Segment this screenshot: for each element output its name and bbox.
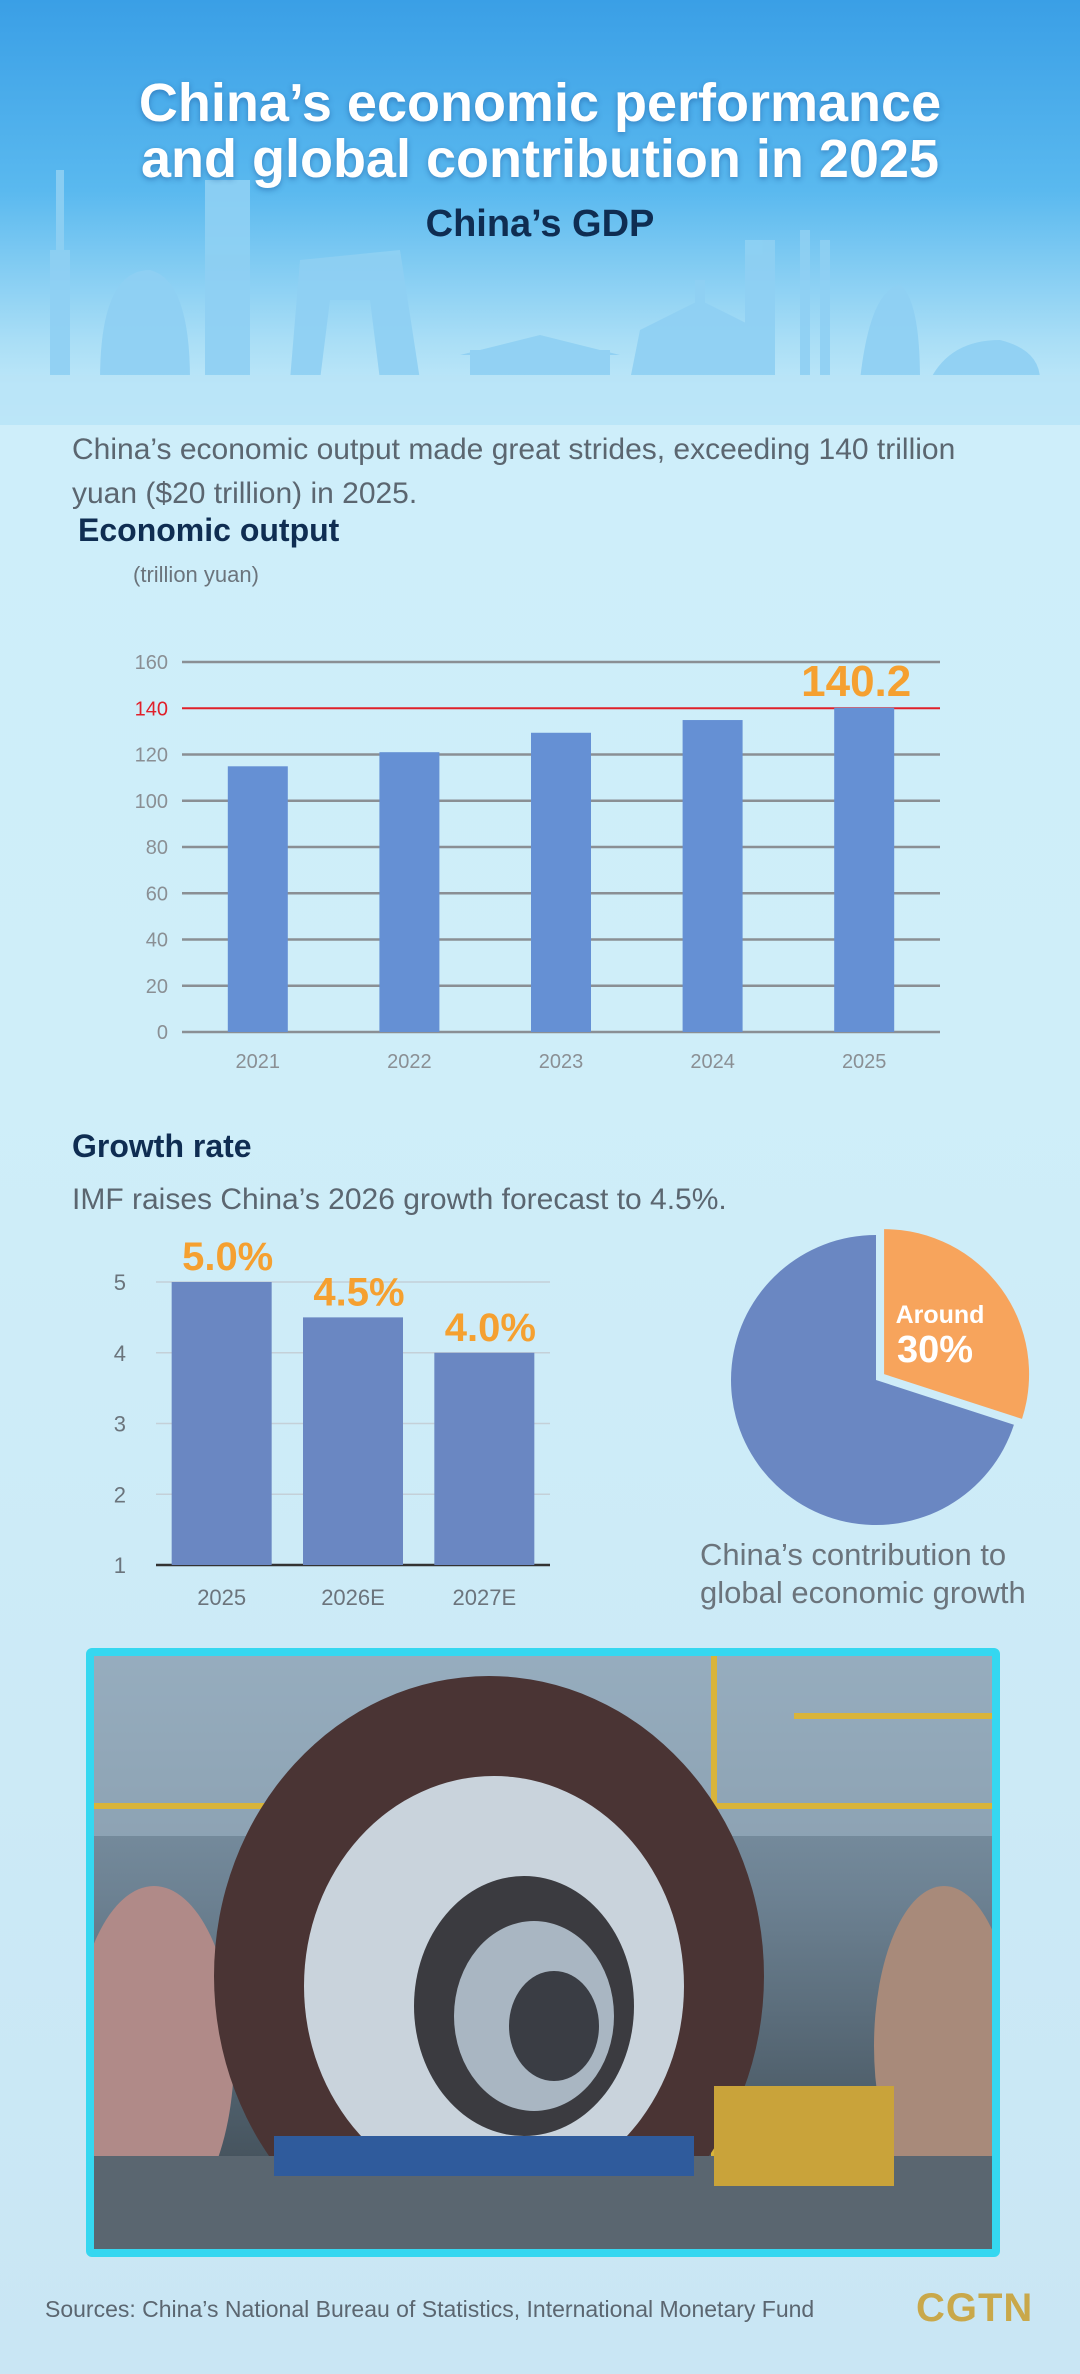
y-tick-label: 3 <box>114 1412 126 1437</box>
x-tick-label: 2022 <box>387 1051 432 1073</box>
x-tick-label: 2025 <box>197 1585 246 1610</box>
header-banner <box>0 0 1080 425</box>
pie-caption: China’s contribution to global economic … <box>700 1537 1026 1610</box>
growth-rate-heading: Growth rate <box>72 1128 252 1164</box>
y-tick-label: 120 <box>135 745 168 767</box>
bar-2025 <box>171 1282 272 1565</box>
x-tick-label: 2024 <box>690 1051 735 1073</box>
data-label-2025: 140.2 <box>801 657 911 706</box>
bar-2024 <box>682 720 743 1032</box>
y-tick-label: 60 <box>146 883 168 905</box>
x-tick-label: 2021 <box>236 1051 281 1073</box>
bar-2021 <box>227 766 288 1032</box>
bar-2026E <box>303 1317 403 1565</box>
y-tick-label: 0 <box>157 1022 168 1044</box>
data-label: 5.0% <box>182 1235 273 1279</box>
growth-rate-chart: 1 2 3 4 5 2025 5.0% 2026E 4.5% 2027E 4.0% <box>114 1235 550 1610</box>
economic-output-heading: Economic output <box>78 512 340 548</box>
y-tick-label: 160 <box>135 652 168 674</box>
subtitle: China’s GDP <box>425 203 655 245</box>
sources-text: Sources: China’s National Bureau of Stat… <box>45 2296 815 2322</box>
pie-label-line2: 30% <box>897 1329 973 1371</box>
bar-2027E <box>434 1352 535 1565</box>
pie-label-line1: Around <box>896 1301 985 1329</box>
economic-output-chart: 0 20 40 60 80 100 120 140 160 2021 2022 2023 2024 202… <box>135 652 940 1073</box>
bar-2025 <box>834 707 895 1032</box>
x-tick-label: 2027E <box>453 1585 517 1610</box>
x-tick-label: 2023 <box>539 1051 584 1073</box>
y-tick-label: 2 <box>114 1482 126 1507</box>
data-label: 4.5% <box>313 1270 404 1314</box>
y-tick-label: 80 <box>146 837 168 859</box>
y-tick-label: 1 <box>114 1553 126 1578</box>
data-label: 4.0% <box>445 1306 536 1350</box>
y-tick-label: 20 <box>146 976 168 998</box>
bar-2022 <box>379 752 440 1032</box>
title-line-2: and global contribution in 2025 <box>140 129 940 189</box>
pie-slice-rest <box>731 1235 1014 1525</box>
y-tick-label: 5 <box>114 1270 126 1295</box>
skyline-illustration <box>0 170 1080 425</box>
wind-tower-pipes-image <box>94 1656 992 2249</box>
x-tick-label: 2026E <box>321 1585 385 1610</box>
intro-text: China’s economic output made great strid… <box>72 433 956 510</box>
x-tick-label: 2025 <box>842 1051 887 1073</box>
y-tick-label: 100 <box>135 791 168 813</box>
title-line-1: China’s economic performance <box>138 73 942 133</box>
bar-2023 <box>531 732 591 1032</box>
y-axis-unit: (trillion yuan) <box>133 562 259 587</box>
y-tick-label: 4 <box>114 1341 126 1366</box>
pie-slice-china <box>884 1229 1030 1419</box>
cgtn-logo: CGTN <box>916 2286 1034 2330</box>
y-tick-label: 140 <box>135 698 168 720</box>
industrial-photo <box>86 1648 1000 2257</box>
growth-subtext: IMF raises China’s 2026 growth forecast … <box>72 1183 727 1216</box>
y-tick-label: 40 <box>146 930 168 952</box>
